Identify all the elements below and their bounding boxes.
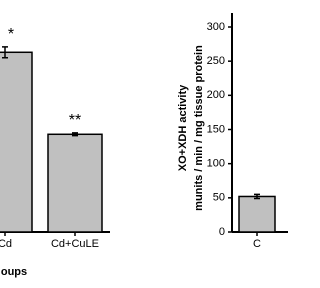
y-tick-label: 300 (207, 21, 225, 33)
y-tick-label: 100 (207, 158, 225, 170)
y-tick-label: 50 (213, 192, 225, 204)
figure: oups XO+XDH activity munits / min / mg t… (0, 13, 288, 278)
bar (47, 133, 103, 233)
y-tick-label: 150 (207, 123, 225, 135)
y-tick-label: 250 (207, 55, 225, 67)
annotation: * (8, 26, 14, 43)
bar (238, 195, 276, 233)
x-axis-label: oups (1, 266, 27, 278)
error-bar (254, 193, 260, 200)
x-tick-label: Cd (0, 238, 12, 250)
y-tick-label: 0 (219, 226, 225, 238)
y-tick-label: 200 (207, 89, 225, 101)
annotation: ** (69, 112, 81, 129)
x-tick-label: C (253, 238, 261, 250)
y-axis-label: XO+XDH activity (177, 84, 189, 171)
bar (0, 51, 33, 233)
error-bar (72, 132, 78, 137)
x-tick-label: Cd+CuLE (51, 238, 99, 250)
y-axis-label: munits / min / mg tissue protein (193, 45, 205, 211)
error-bar (2, 46, 8, 59)
